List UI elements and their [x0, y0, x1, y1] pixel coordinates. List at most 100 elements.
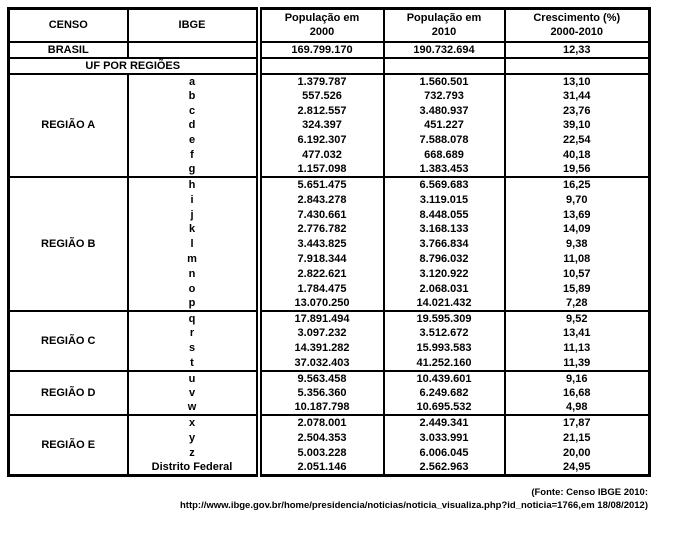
pop2000-cell: 2.822.621 — [255, 266, 384, 282]
uf-cell: Distrito Federal — [126, 460, 259, 476]
pop2010-cell: 2.562.963 — [382, 460, 505, 476]
table-row: l 3.443.825 3.766.834 9,38 — [9, 236, 650, 252]
pop2000-cell: 5.651.475 — [255, 176, 384, 193]
pop2010-cell: 19.595.309 — [382, 310, 505, 327]
pop2010-cell: 2.449.341 — [382, 414, 505, 431]
uf-cell: h — [126, 176, 259, 193]
brasil-row: BRASIL 169.799.170 190.732.694 12,33 — [8, 40, 650, 58]
pop2000-cell: 13.070.250 — [255, 296, 384, 312]
growth-cell: 11,08 — [503, 251, 650, 267]
pop2000-cell: 7.918.344 — [255, 251, 384, 267]
pop2000-cell: 324.397 — [255, 118, 384, 133]
pop2000-cell: 477.032 — [255, 147, 384, 163]
pop2010-cell: 15.993.583 — [382, 340, 505, 356]
uf-cell: s — [126, 340, 259, 356]
uf-cell: u — [126, 369, 259, 386]
uf-cell: q — [126, 310, 259, 327]
region-label: REGIÃO E — [8, 414, 128, 476]
pop2010-cell: 732.793 — [382, 88, 505, 104]
uf-cell: k — [126, 222, 259, 237]
pop2000-cell: 9.563.458 — [255, 369, 384, 386]
pop2000-cell: 1.157.098 — [255, 162, 384, 178]
table-row: f 477.032 668.689 40,18 — [9, 147, 650, 163]
pop2000-cell: 5.003.228 — [255, 445, 384, 461]
pop2010-cell: 6.569.683 — [382, 176, 505, 193]
brasil-ibge-empty-cell — [126, 40, 259, 58]
section-empty-cell — [503, 56, 650, 74]
growth-cell: 13,69 — [503, 207, 650, 223]
col-header-censo: CENSO — [9, 9, 128, 42]
region-label: REGIÃO D — [8, 369, 128, 416]
table-row: n 2.822.621 3.120.922 10,57 — [9, 266, 650, 282]
pop2010-cell: 8.448.055 — [382, 207, 505, 223]
brasil-label: BRASIL — [8, 40, 128, 58]
pop2000-cell: 14.391.282 — [255, 340, 384, 356]
growth-cell: 23,76 — [503, 103, 650, 119]
pop2000-cell: 2.812.557 — [255, 103, 384, 119]
pop2010-cell: 451.227 — [382, 118, 505, 133]
pop2000-cell: 1.379.787 — [255, 72, 384, 89]
col-header-label: IBGE — [178, 19, 206, 32]
table-row: v 5.356.360 6.249.682 16,68 — [9, 385, 650, 401]
pop2010-cell: 6.006.045 — [382, 445, 505, 461]
growth-cell: 9,16 — [503, 369, 650, 386]
pop2010-cell: 2.068.031 — [382, 281, 505, 297]
table-row: m 7.918.344 8.796.032 11,08 — [9, 251, 650, 267]
uf-cell: m — [126, 251, 259, 267]
col-header-label-line2: 2000 — [309, 26, 335, 39]
uf-cell: g — [126, 162, 259, 178]
region-label: REGIÃO B — [8, 176, 128, 312]
pop2000-cell: 7.430.661 — [255, 207, 384, 223]
table-row: i 2.843.278 3.119.015 9,70 — [9, 192, 650, 208]
pop2000-cell: 1.784.475 — [255, 281, 384, 297]
pop2010-cell: 8.796.032 — [382, 251, 505, 267]
growth-cell: 16,25 — [503, 176, 650, 193]
uf-cell: l — [126, 236, 259, 252]
table-row: c 2.812.557 3.480.937 23,76 — [9, 103, 650, 119]
pop2010-cell: 1.383.453 — [382, 162, 505, 178]
col-header-label-line1: Crescimento (%) — [533, 12, 621, 25]
growth-cell: 10,57 — [503, 266, 650, 282]
uf-cell: o — [126, 281, 259, 297]
pop2000-cell: 3.443.825 — [255, 236, 384, 252]
source-line-1: (Fonte: Censo IBGE 2010: — [531, 487, 648, 498]
brasil-growth-cell: 12,33 — [503, 40, 650, 58]
growth-cell: 19,56 — [503, 162, 650, 178]
growth-cell: 21,15 — [503, 430, 650, 446]
uf-cell: v — [126, 385, 259, 401]
growth-cell: 22,54 — [503, 132, 650, 148]
brasil-pop2000-cell: 169.799.170 — [255, 40, 384, 58]
growth-cell: 13,41 — [503, 326, 650, 341]
section-label: UF POR REGIÕES — [8, 56, 259, 74]
pop2010-cell: 1.560.501 — [382, 72, 505, 89]
table-row: e 6.192.307 7.588.078 22,54 — [9, 132, 650, 148]
pop2000-cell: 5.356.360 — [255, 385, 384, 401]
uf-cell: x — [126, 414, 259, 431]
pop2000-cell: 17.891.494 — [255, 310, 384, 327]
growth-cell: 13,10 — [503, 72, 650, 89]
growth-cell: 11,39 — [503, 355, 650, 371]
pop2000-cell: 2.776.782 — [255, 222, 384, 237]
table-row: d 324.397 451.227 39,10 — [9, 118, 650, 133]
growth-cell: 9,38 — [503, 236, 650, 252]
table-row: g 1.157.098 1.383.453 19,56 — [9, 162, 650, 178]
source-line-2: http://www.ibge.gov.br/home/presidencia/… — [179, 500, 648, 511]
pop2010-cell: 3.168.133 — [382, 222, 505, 237]
region-label: REGIÃO C — [8, 310, 128, 371]
pop2010-cell: 6.249.682 — [382, 385, 505, 401]
table-row: z 5.003.228 6.006.045 20,00 — [9, 445, 650, 461]
pop2010-cell: 41.252.160 — [382, 355, 505, 371]
section-empty-cell — [255, 56, 384, 74]
col-header-label-line2: 2010 — [431, 26, 457, 39]
uf-cell: n — [126, 266, 259, 282]
uf-cell: i — [126, 192, 259, 208]
col-header-growth: Crescimento (%) 2000-2010 — [503, 8, 650, 42]
col-header-ibge: IBGE — [126, 8, 259, 42]
table-row: t 37.032.403 41.252.160 11,39 — [9, 355, 650, 371]
uf-cell: y — [126, 430, 259, 446]
pop2000-cell: 2.504.353 — [255, 430, 384, 446]
